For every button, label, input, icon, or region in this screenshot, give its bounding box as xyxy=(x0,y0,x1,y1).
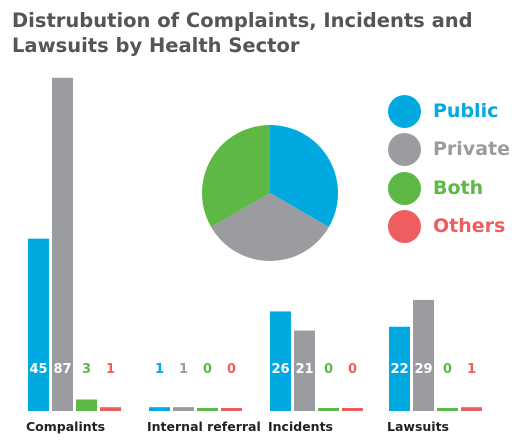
legend-swatch xyxy=(388,171,421,205)
pie-slice-both xyxy=(202,125,270,227)
data-label-internal-referral-others: 0 xyxy=(227,362,236,377)
data-label-compalints-public: 45 xyxy=(29,362,47,377)
category-label-lawsuits: Lawsuits xyxy=(387,419,449,434)
legend-item-others: Others xyxy=(388,209,505,243)
bar-internal-referral-private xyxy=(173,407,194,411)
pie-slice-public xyxy=(270,125,338,227)
category-label-internal-referral: Internal referral xyxy=(147,419,261,434)
bar-lawsuits-private xyxy=(413,299,434,411)
data-label-incidents-public: 26 xyxy=(271,362,289,377)
legend-item-public: Public xyxy=(388,94,498,128)
data-label-compalints-others: 1 xyxy=(106,362,115,377)
bar-incidents-public xyxy=(270,311,291,411)
data-label-lawsuits-others: 1 xyxy=(467,362,476,377)
bar-internal-referral-others xyxy=(221,408,242,411)
legend-label: Private xyxy=(433,138,510,160)
bar-lawsuits-public xyxy=(389,326,410,411)
legend-swatch xyxy=(388,94,421,128)
data-label-compalints-both: 3 xyxy=(82,362,91,377)
bar-incidents-others xyxy=(342,408,363,411)
bar-compalints-private xyxy=(52,77,73,411)
bar-incidents-private xyxy=(294,330,315,411)
legend-swatch xyxy=(388,209,421,243)
bar-lawsuits-others xyxy=(461,407,482,411)
bar-compalints-others xyxy=(100,407,121,411)
legend-item-both: Both xyxy=(388,171,483,205)
bar-compalints-public xyxy=(28,238,49,411)
legend-label: Public xyxy=(433,100,499,122)
data-label-internal-referral-public: 1 xyxy=(155,362,164,377)
legend-label: Others xyxy=(433,215,506,237)
category-label-incidents: Incidents xyxy=(268,419,333,434)
data-label-compalints-private: 87 xyxy=(53,362,71,377)
data-label-lawsuits-public: 22 xyxy=(390,362,408,377)
chart-title: Distrubution of Complaints, Incidents an… xyxy=(12,9,473,57)
data-label-incidents-private: 21 xyxy=(295,362,313,377)
bar-internal-referral-public xyxy=(149,407,170,411)
bar-lawsuits-both xyxy=(437,408,458,411)
bar-incidents-both xyxy=(318,408,339,411)
legend-item-private: Private xyxy=(388,132,510,166)
bar-internal-referral-both xyxy=(197,408,218,411)
data-label-lawsuits-private: 29 xyxy=(414,362,432,377)
data-label-internal-referral-both: 0 xyxy=(203,362,212,377)
data-label-lawsuits-both: 0 xyxy=(443,362,452,377)
legend-swatch xyxy=(388,132,421,166)
bar-compalints-both xyxy=(76,399,97,411)
data-label-incidents-others: 0 xyxy=(348,362,357,377)
data-label-incidents-both: 0 xyxy=(324,362,333,377)
pie-slice-private xyxy=(211,193,329,261)
legend-label: Both xyxy=(433,177,484,199)
category-label-compalints: Compalints xyxy=(26,419,105,434)
data-label-internal-referral-private: 1 xyxy=(179,362,188,377)
